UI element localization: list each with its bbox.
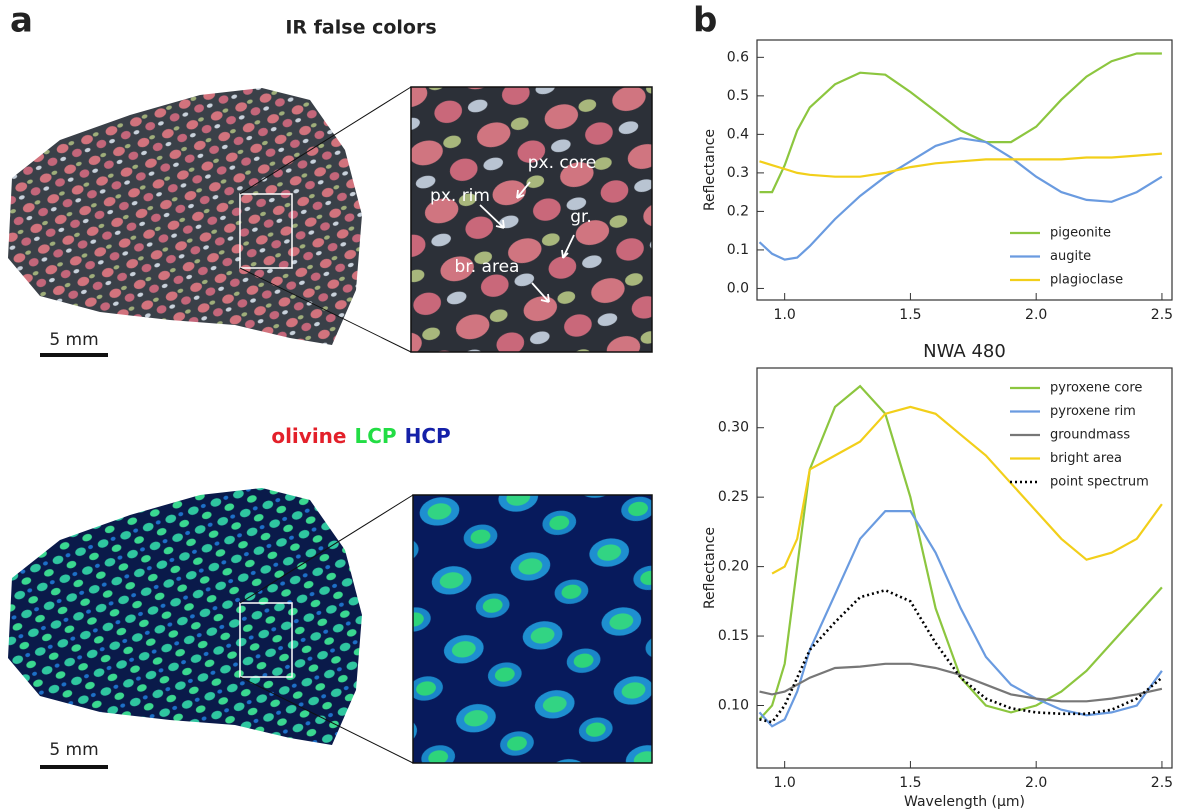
y-tick-label: 0.4 [727,126,749,142]
legend-label: point spectrum [1050,475,1149,490]
annotation: gr. [570,207,592,227]
y-axis-label: Reflectance [702,129,718,211]
y-tick-label: 0.2 [727,203,749,219]
legend-label: plagioclase [1050,273,1123,288]
annotation: px. core [528,153,596,173]
y-tick-label: 0.5 [727,88,749,104]
x-tick-label: 2.5 [1151,307,1173,323]
y-tick-label: 0.0 [727,280,749,296]
zoom-box [239,193,293,269]
zoom-box [239,602,293,678]
y-tick-label: 0.15 [718,628,749,644]
panel-title: IR false colors [285,17,436,39]
legend-label: pigeonite [1050,226,1111,241]
legend-label: augite [1050,249,1091,264]
panel-label: a [10,1,33,41]
x-tick-label: 2.5 [1151,775,1173,791]
x-tick-label: 1.0 [774,775,796,791]
series-line [758,384,1163,721]
x-tick-label: 2.0 [1025,307,1047,323]
mineral-name: olivine [271,424,346,448]
series-line [759,152,1162,178]
plot-frame [756,39,1173,301]
zoom-connector [239,86,412,195]
y-axis-label: Reflectance [702,527,718,609]
legend-label: bright area [1050,451,1122,466]
legend-label: pyroxene rim [1050,404,1136,419]
y-tick-label: 0.25 [718,489,749,505]
series-line [758,510,1163,728]
x-tick-label: 1.5 [899,307,921,323]
mineral-legend: olivine LCP HCP [271,424,450,448]
sample-image [8,88,362,345]
legend-label: groundmass [1050,428,1130,443]
series-line [758,137,1163,261]
annotation: br. area [455,257,520,277]
y-tick-label: 0.6 [727,49,749,65]
zoom-connector [239,267,412,353]
zoom-image [410,86,653,353]
panel-label: b [693,1,717,41]
series-line [771,405,1163,575]
series-line [759,52,1162,194]
legend-label: pyroxene core [1050,381,1142,396]
annotation: px. rim [430,186,490,206]
series-line [759,588,1163,724]
zoom-connector [239,494,414,604]
y-tick-label: 0.1 [727,242,749,258]
zoom-image [412,494,653,764]
x-tick-label: 2.0 [1025,775,1047,791]
x-tick-label: 1.0 [774,307,796,323]
scale-label: 5 mm [49,330,98,350]
y-tick-label: 0.30 [718,420,749,436]
x-tick-label: 1.5 [899,775,921,791]
scale-label: 5 mm [49,740,98,760]
mineral-name: HCP [405,424,451,448]
y-tick-label: 0.3 [727,165,749,181]
mineral-name: LCP [354,424,396,448]
x-axis-label: Wavelength (µm) [904,794,1025,810]
chart-title: NWA 480 [923,341,1006,362]
sample-image [8,488,362,745]
zoom-connector [239,676,414,764]
series-line [759,662,1163,703]
y-tick-label: 0.20 [718,559,749,575]
plot-frame [756,367,1173,769]
y-tick-label: 0.10 [718,698,749,714]
arrows [479,181,575,303]
